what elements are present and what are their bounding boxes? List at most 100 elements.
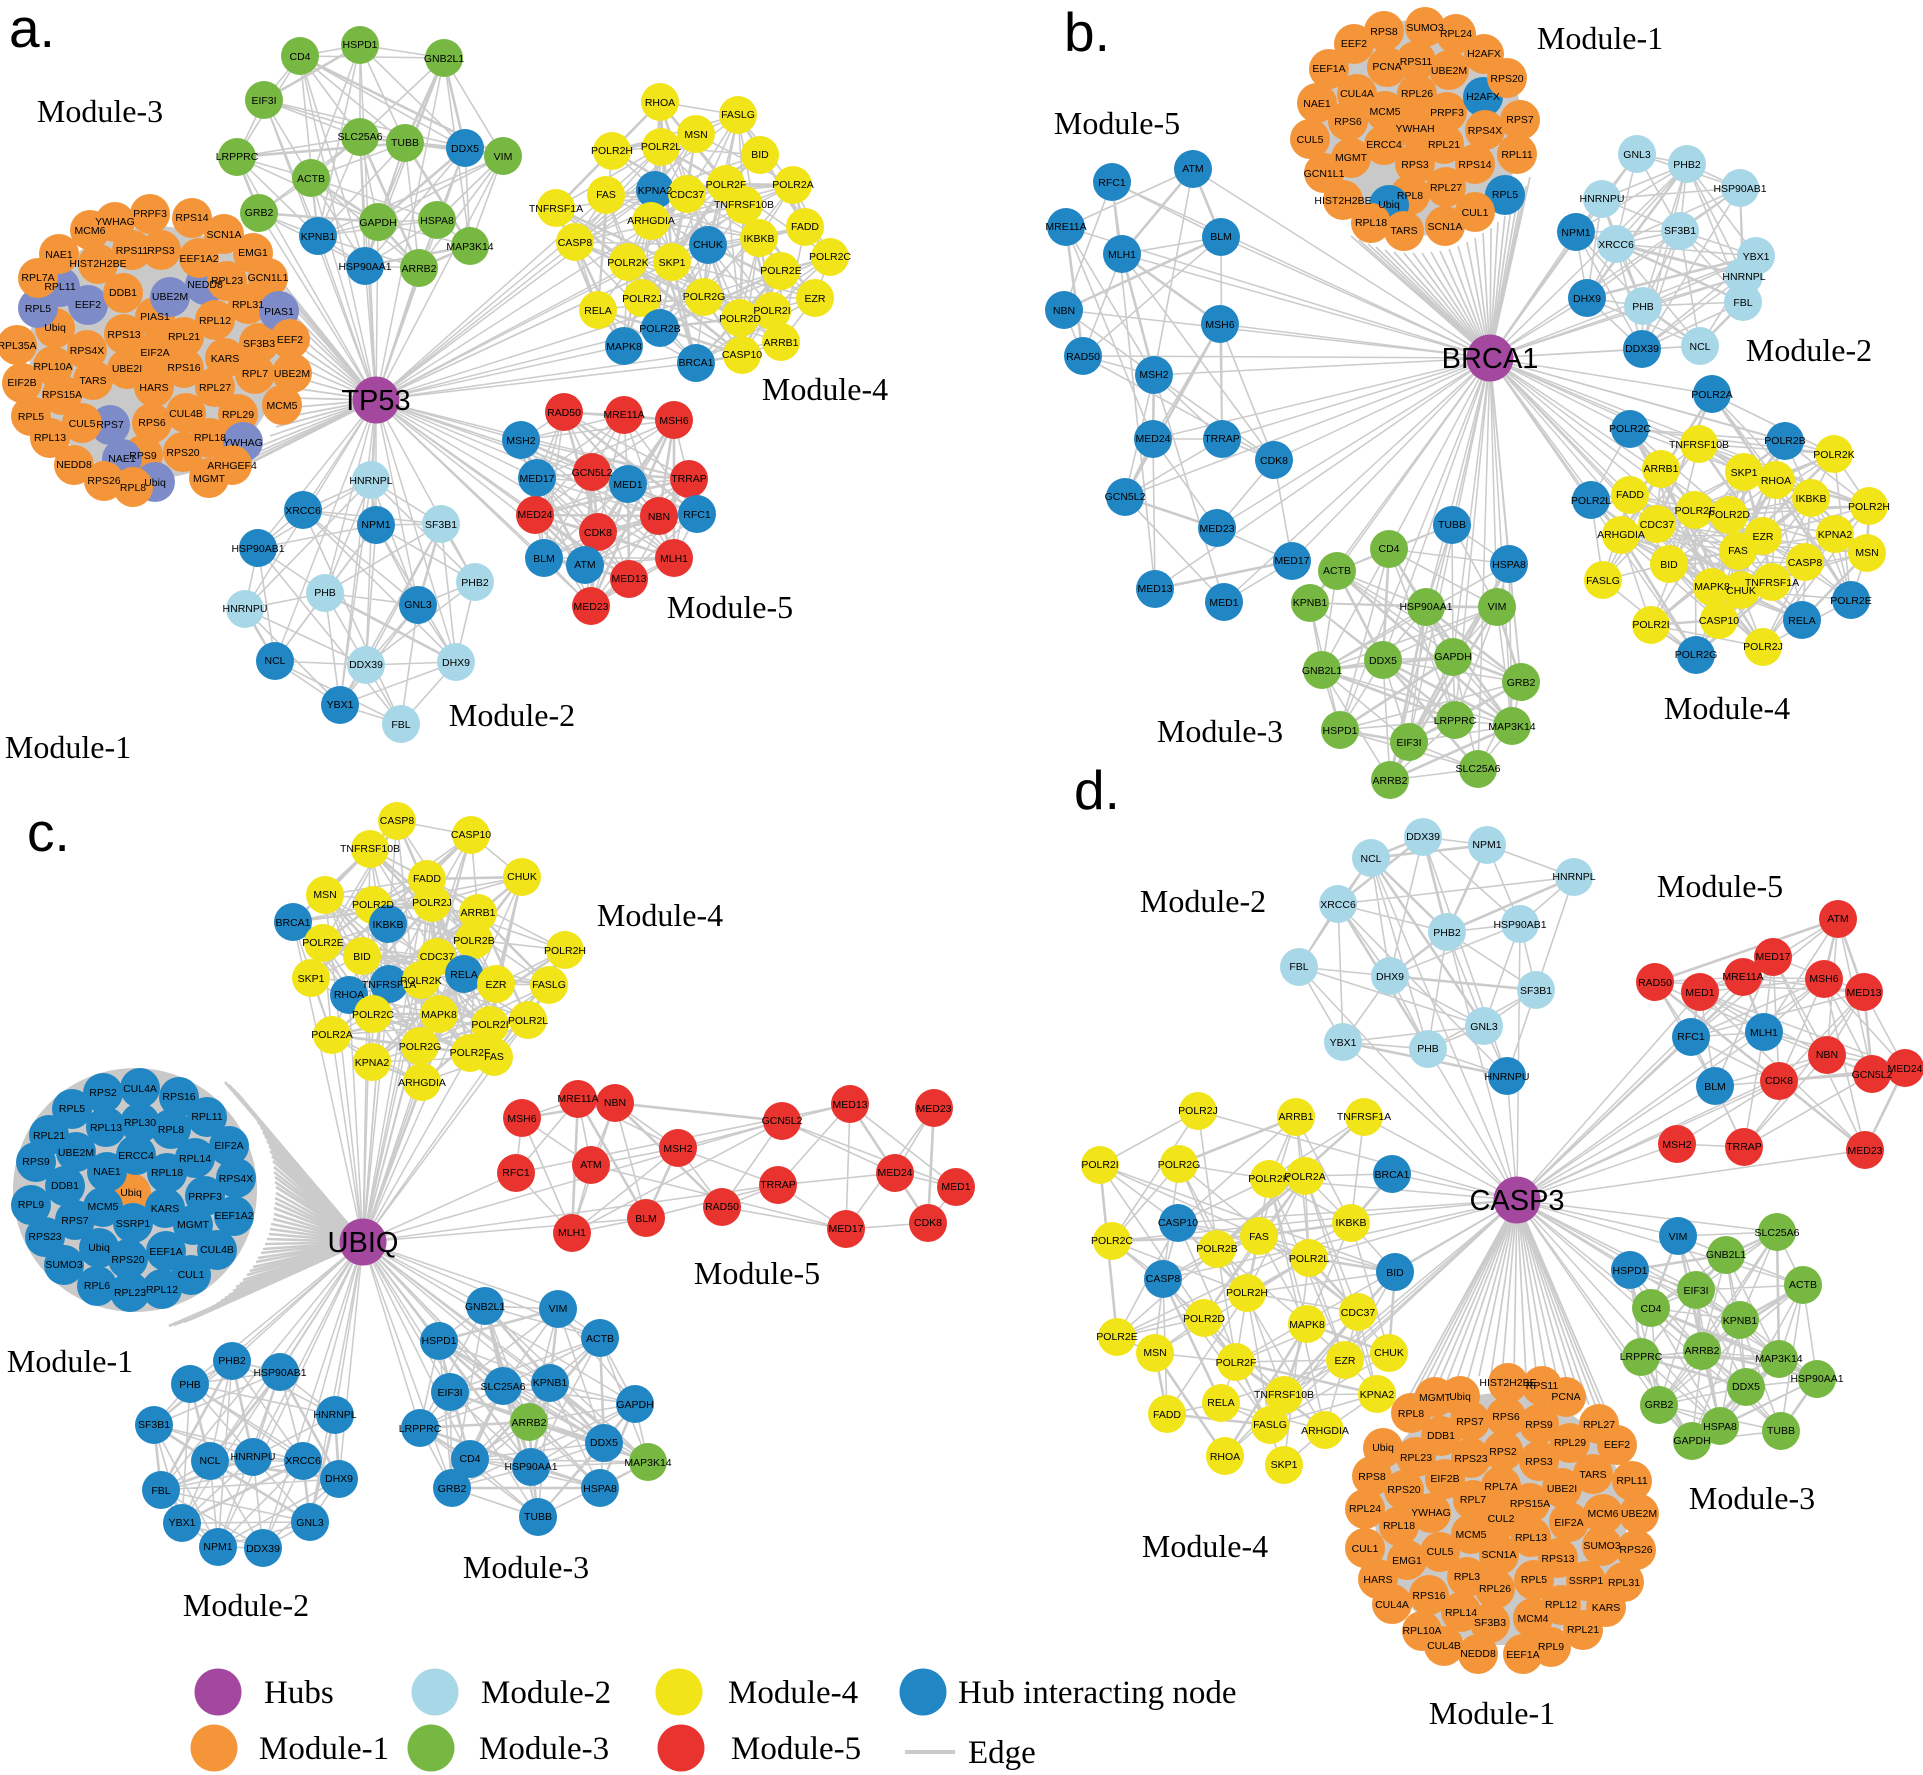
svg-text:DHX9: DHX9: [1376, 971, 1404, 983]
svg-text:EMG1: EMG1: [1392, 1555, 1422, 1567]
svg-text:RPS14: RPS14: [1458, 159, 1491, 171]
svg-text:RPS7: RPS7: [61, 1215, 89, 1227]
svg-text:PHB: PHB: [179, 1379, 201, 1391]
svg-text:BLM: BLM: [1210, 231, 1232, 243]
svg-text:MSH6: MSH6: [659, 415, 688, 427]
svg-text:UBE2I: UBE2I: [1547, 1483, 1577, 1495]
svg-text:RPL31: RPL31: [1608, 1577, 1640, 1589]
svg-text:RELA: RELA: [1207, 1397, 1234, 1409]
svg-text:KPNA2: KPNA2: [638, 185, 673, 197]
svg-text:MCM4: MCM4: [1518, 1613, 1549, 1625]
svg-text:RPL8: RPL8: [1397, 190, 1423, 202]
svg-text:IKBKB: IKBKB: [1336, 1217, 1367, 1229]
svg-text:H2AFX: H2AFX: [1466, 91, 1500, 103]
svg-text:FAS: FAS: [1249, 1231, 1269, 1243]
svg-text:EIF2A: EIF2A: [140, 347, 169, 359]
svg-text:GCN5L2: GCN5L2: [1852, 1069, 1893, 1081]
svg-text:CASP10: CASP10: [1158, 1217, 1198, 1229]
svg-text:RPL10A: RPL10A: [33, 361, 72, 373]
svg-text:POLR2H: POLR2H: [1226, 1287, 1268, 1299]
svg-text:RHOA: RHOA: [334, 989, 364, 1001]
svg-text:RPS20: RPS20: [1490, 73, 1523, 85]
svg-text:CASP8: CASP8: [380, 815, 415, 827]
svg-text:Module-4: Module-4: [728, 1675, 858, 1711]
svg-text:PHB: PHB: [1632, 301, 1654, 313]
svg-text:RPL9: RPL9: [18, 1199, 44, 1211]
svg-text:Module-2: Module-2: [481, 1675, 611, 1711]
svg-text:GRB2: GRB2: [438, 1483, 467, 1495]
svg-text:HSP90AA1: HSP90AA1: [338, 261, 391, 273]
svg-text:GCN5L2: GCN5L2: [762, 1115, 803, 1127]
svg-text:MED24: MED24: [1887, 1063, 1922, 1075]
svg-text:BRCA1: BRCA1: [678, 357, 713, 369]
svg-text:RPL29: RPL29: [1554, 1437, 1586, 1449]
svg-text:Ubiq: Ubiq: [44, 322, 66, 334]
svg-text:Ubiq: Ubiq: [1378, 199, 1400, 211]
svg-text:SKP1: SKP1: [298, 973, 325, 985]
svg-text:ARHGEF4: ARHGEF4: [207, 460, 257, 472]
svg-text:CD4: CD4: [1378, 543, 1399, 555]
svg-text:POLR2L: POLR2L: [508, 1015, 548, 1027]
svg-text:RELA: RELA: [584, 305, 611, 317]
svg-text:DDX39: DDX39: [1625, 343, 1659, 355]
svg-text:FASLG: FASLG: [1253, 1419, 1287, 1431]
svg-text:RAD50: RAD50: [547, 407, 581, 419]
svg-text:NCL: NCL: [1689, 341, 1710, 353]
svg-text:RPS11: RPS11: [116, 245, 149, 257]
svg-text:MSH2: MSH2: [1139, 369, 1168, 381]
svg-text:MED1: MED1: [941, 1181, 970, 1193]
svg-text:RPL11: RPL11: [1616, 1475, 1647, 1487]
svg-text:MSH6: MSH6: [1205, 319, 1234, 331]
svg-text:HIST2H2BE: HIST2H2BE: [69, 258, 126, 270]
svg-text:RPL21: RPL21: [1428, 139, 1460, 151]
svg-text:KPNB1: KPNB1: [1723, 1315, 1758, 1327]
svg-text:RPL27: RPL27: [1583, 1419, 1615, 1431]
svg-text:MCM5: MCM5: [1370, 106, 1401, 118]
svg-text:EZR: EZR: [1335, 1355, 1356, 1367]
svg-text:POLR2L: POLR2L: [1571, 495, 1611, 507]
svg-text:FADD: FADD: [1153, 1409, 1181, 1421]
svg-text:MED23: MED23: [573, 601, 608, 613]
svg-text:MLH1: MLH1: [1108, 249, 1136, 261]
svg-text:RPL6: RPL6: [84, 1280, 110, 1292]
svg-text:GRB2: GRB2: [245, 207, 274, 219]
svg-text:RPL5: RPL5: [59, 1103, 85, 1115]
svg-text:Ubiq: Ubiq: [1372, 1442, 1394, 1454]
svg-text:DDB1: DDB1: [1427, 1430, 1455, 1442]
svg-text:ARRB2: ARRB2: [511, 1417, 546, 1429]
svg-text:RPS8: RPS8: [1370, 26, 1398, 38]
svg-text:DDX39: DDX39: [349, 659, 383, 671]
svg-text:SLC25A6: SLC25A6: [1456, 763, 1501, 775]
svg-text:Module-3: Module-3: [1689, 1480, 1815, 1516]
svg-text:FASLG: FASLG: [721, 109, 755, 121]
svg-text:GCN1L1: GCN1L1: [248, 272, 289, 284]
svg-text:Module-1: Module-1: [1429, 1695, 1555, 1731]
svg-text:PHB2: PHB2: [218, 1355, 246, 1367]
svg-text:Ubiq: Ubiq: [88, 1242, 110, 1254]
svg-text:MED13: MED13: [832, 1099, 867, 1111]
svg-text:MLH1: MLH1: [1750, 1027, 1778, 1039]
svg-text:POLR2E: POLR2E: [1830, 595, 1871, 607]
svg-text:GNB2L1: GNB2L1: [424, 53, 464, 65]
svg-text:CUL5: CUL5: [69, 418, 96, 430]
svg-text:POLR2J: POLR2J: [1743, 641, 1783, 653]
svg-text:KPNA2: KPNA2: [1360, 1389, 1395, 1401]
svg-text:RPL27: RPL27: [199, 382, 231, 394]
svg-text:HSPD1: HSPD1: [1322, 725, 1357, 737]
svg-text:HNRNPL: HNRNPL: [349, 475, 392, 487]
svg-text:XRCC6: XRCC6: [1598, 239, 1634, 251]
svg-text:FADD: FADD: [791, 221, 819, 233]
svg-text:MSH6: MSH6: [507, 1113, 536, 1125]
svg-text:POLR2I: POLR2I: [1081, 1159, 1118, 1171]
svg-text:POLR2I: POLR2I: [471, 1019, 508, 1031]
svg-text:MRE11A: MRE11A: [1045, 221, 1086, 233]
svg-text:KARS: KARS: [1592, 1602, 1621, 1614]
svg-text:IKBKB: IKBKB: [744, 233, 775, 245]
svg-text:SLC25A6: SLC25A6: [1755, 1227, 1800, 1239]
svg-text:SF3B1: SF3B1: [1520, 985, 1552, 997]
svg-text:CUL4A: CUL4A: [1375, 1599, 1409, 1611]
svg-text:CHUK: CHUK: [1374, 1347, 1404, 1359]
svg-text:MED23: MED23: [916, 1103, 951, 1115]
svg-text:RPS4X: RPS4X: [1468, 125, 1502, 137]
svg-text:NBN: NBN: [604, 1097, 626, 1109]
